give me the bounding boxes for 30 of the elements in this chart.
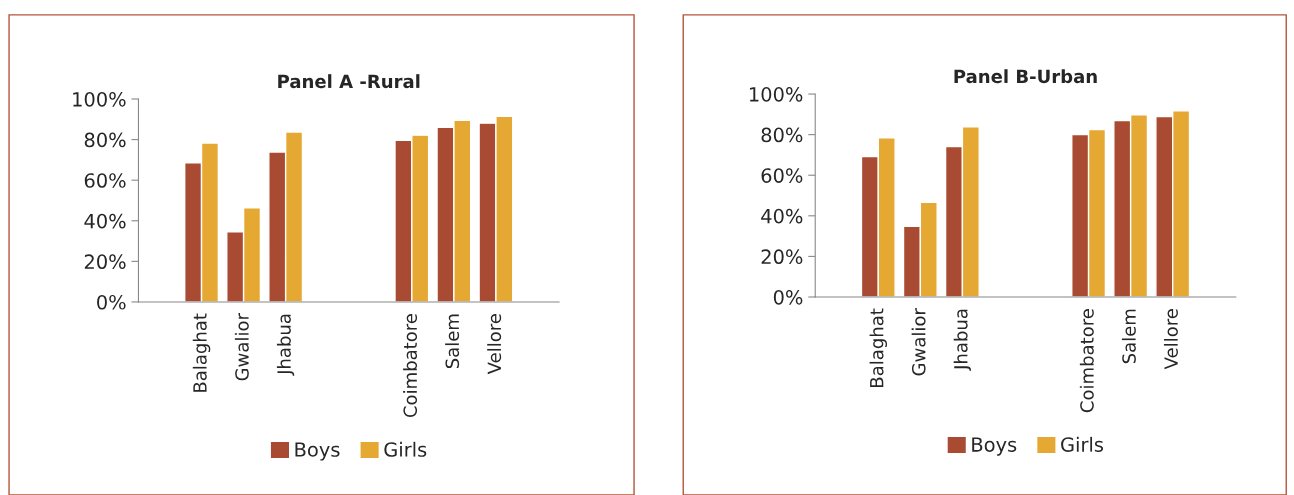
x-tick-label: Coimbatore	[1079, 309, 1094, 413]
y-tick-label: 0%	[97, 294, 126, 310]
legend-label: Girls	[1061, 436, 1104, 452]
legend-label: Boys	[972, 437, 1017, 456]
y-tick-label: 100%	[749, 87, 803, 102]
y-tick-label: 40%	[84, 213, 126, 229]
y-tick-label: 20%	[761, 249, 803, 265]
x-tick-label: Jhabua	[953, 309, 972, 371]
y-tick-label: 80%	[761, 127, 803, 143]
x-tick-label: Salem	[1121, 309, 1136, 364]
chart-title: Panel B-Urban	[954, 69, 1097, 84]
y-tick-label: 40%	[761, 208, 803, 224]
x-tick-label: Vellore	[487, 314, 502, 375]
chart-title: Panel A -Rural	[278, 74, 420, 89]
y-tick-label: 0%	[773, 289, 803, 305]
x-tick-label: Balaghat	[192, 313, 211, 392]
x-tick-label: Gwalior	[911, 308, 926, 376]
y-tick-label: 60%	[84, 173, 126, 188]
y-tick-label: 80%	[84, 132, 126, 148]
x-tick-label: Coimbatore	[403, 314, 418, 418]
x-tick-label: Balaghat	[869, 308, 888, 387]
y-tick-label: 60%	[761, 168, 803, 183]
x-tick-label: Salem	[445, 314, 460, 369]
legend-label: Girls	[384, 441, 427, 457]
x-tick-label: Jhabua	[276, 314, 295, 376]
x-tick-label: Vellore	[1163, 309, 1178, 370]
legend-label: Boys	[295, 442, 340, 461]
x-tick-label: Gwalior	[234, 313, 249, 381]
y-tick-label: 100%	[73, 91, 126, 107]
y-tick-label: 20%	[84, 254, 126, 270]
